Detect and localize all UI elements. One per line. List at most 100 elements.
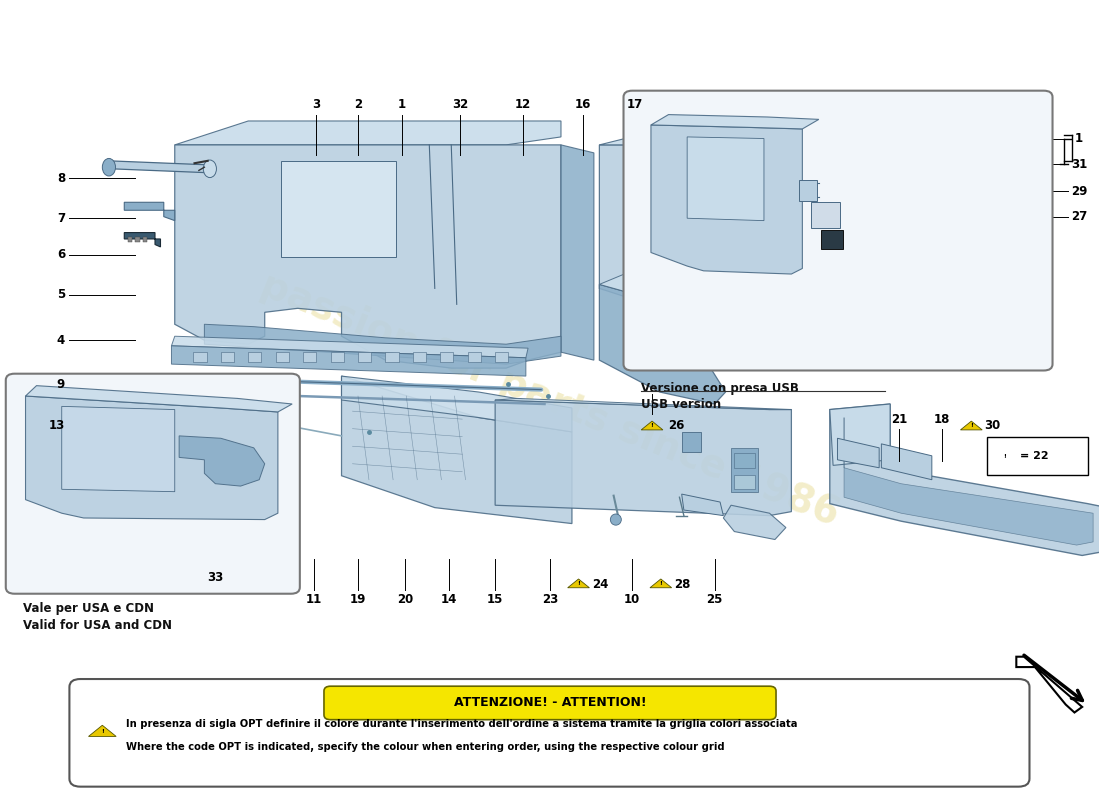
Polygon shape — [175, 121, 561, 145]
Ellipse shape — [610, 514, 621, 525]
FancyBboxPatch shape — [624, 90, 1053, 370]
Ellipse shape — [102, 158, 116, 176]
Ellipse shape — [204, 160, 217, 178]
Bar — [331, 352, 343, 362]
Polygon shape — [600, 269, 704, 304]
Bar — [128, 238, 132, 242]
Text: 27: 27 — [1071, 210, 1088, 223]
Bar — [735, 454, 756, 468]
Text: 8: 8 — [57, 172, 65, 185]
Polygon shape — [495, 398, 791, 410]
Text: 21: 21 — [891, 413, 908, 426]
FancyBboxPatch shape — [6, 374, 300, 594]
Polygon shape — [829, 404, 890, 466]
Bar — [221, 352, 234, 362]
Polygon shape — [641, 421, 663, 430]
Polygon shape — [109, 161, 210, 173]
Polygon shape — [881, 444, 932, 480]
Polygon shape — [994, 452, 1014, 460]
Bar — [440, 352, 453, 362]
Bar — [385, 352, 398, 362]
Bar — [304, 352, 317, 362]
FancyBboxPatch shape — [324, 686, 776, 720]
Text: 3: 3 — [312, 98, 320, 111]
Polygon shape — [600, 285, 726, 404]
FancyBboxPatch shape — [821, 230, 843, 250]
Polygon shape — [124, 233, 161, 247]
Text: In presenza di sigla OPT definire il colore durante l'inserimento dell'ordine a : In presenza di sigla OPT definire il col… — [126, 719, 798, 730]
Text: 1: 1 — [398, 98, 406, 111]
Text: 13: 13 — [48, 419, 65, 432]
FancyBboxPatch shape — [811, 202, 839, 228]
Polygon shape — [651, 114, 818, 129]
Polygon shape — [650, 579, 672, 588]
Polygon shape — [341, 376, 572, 523]
Text: 12: 12 — [515, 98, 530, 111]
Text: !: ! — [970, 423, 972, 429]
Text: 16: 16 — [574, 98, 591, 111]
Text: !: ! — [578, 582, 580, 586]
Text: 17: 17 — [626, 98, 642, 111]
Polygon shape — [724, 506, 785, 539]
Bar — [468, 352, 481, 362]
Polygon shape — [844, 418, 1093, 545]
Text: !: ! — [1003, 454, 1005, 458]
Bar — [358, 352, 371, 362]
Text: 19: 19 — [350, 593, 366, 606]
Text: Vale per USA e CDN: Vale per USA e CDN — [23, 602, 154, 614]
Text: 33: 33 — [207, 571, 223, 585]
Text: ATTENZIONE! - ATTENTION!: ATTENZIONE! - ATTENTION! — [453, 697, 647, 710]
Polygon shape — [88, 726, 117, 737]
Text: 7: 7 — [57, 212, 65, 225]
Text: !: ! — [659, 582, 662, 586]
Text: 6: 6 — [57, 249, 65, 262]
Polygon shape — [837, 438, 879, 468]
Polygon shape — [172, 346, 526, 376]
Bar — [276, 352, 289, 362]
Text: 18: 18 — [934, 413, 950, 426]
Polygon shape — [25, 396, 278, 519]
Text: 11: 11 — [306, 593, 322, 606]
Polygon shape — [600, 135, 688, 145]
Polygon shape — [682, 494, 724, 515]
Text: 30: 30 — [984, 419, 1001, 432]
Polygon shape — [25, 386, 293, 412]
Text: 31: 31 — [1071, 158, 1088, 170]
Text: Where the code OPT is indicated, specify the colour when entering order, using t: Where the code OPT is indicated, specify… — [126, 742, 725, 752]
FancyBboxPatch shape — [69, 679, 1030, 786]
Bar — [249, 352, 262, 362]
Text: 9: 9 — [57, 378, 65, 390]
Polygon shape — [960, 421, 982, 430]
Polygon shape — [568, 579, 590, 588]
Polygon shape — [495, 400, 791, 515]
Text: 4: 4 — [57, 334, 65, 346]
Text: 26: 26 — [669, 419, 685, 432]
Text: 20: 20 — [397, 593, 414, 606]
Text: 32: 32 — [452, 98, 469, 111]
Text: !: ! — [650, 423, 653, 429]
Polygon shape — [341, 376, 572, 432]
Bar — [735, 475, 756, 490]
Bar — [732, 448, 759, 492]
Bar — [194, 352, 207, 362]
Polygon shape — [179, 436, 265, 486]
Text: 24: 24 — [592, 578, 608, 591]
Text: 23: 23 — [542, 593, 558, 606]
Bar — [412, 352, 426, 362]
Text: passion for parts since 1986: passion for parts since 1986 — [255, 266, 845, 534]
Polygon shape — [1016, 657, 1082, 713]
Polygon shape — [175, 145, 561, 368]
FancyBboxPatch shape — [799, 180, 816, 202]
Text: = 22: = 22 — [1020, 451, 1048, 461]
Polygon shape — [829, 404, 1100, 555]
Bar — [495, 352, 508, 362]
Text: 1: 1 — [1075, 132, 1082, 145]
Text: 14: 14 — [441, 593, 458, 606]
Polygon shape — [172, 336, 528, 358]
Text: 28: 28 — [674, 578, 691, 591]
Polygon shape — [651, 125, 802, 274]
Text: USB version: USB version — [641, 398, 722, 410]
Text: !: ! — [101, 729, 103, 734]
Text: 10: 10 — [624, 593, 640, 606]
Polygon shape — [124, 202, 175, 221]
